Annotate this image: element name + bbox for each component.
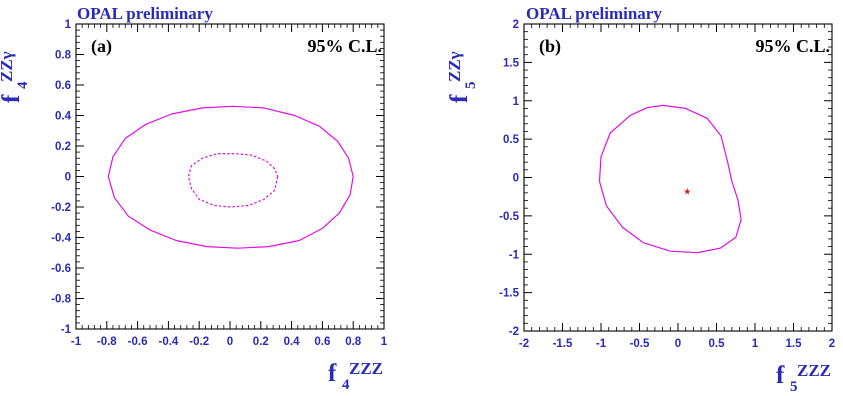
panel-a-ytick-label: 0.6 bbox=[55, 80, 71, 92]
panel-a-xtick-label: 0.4 bbox=[284, 336, 301, 348]
panel-b-xtick-label: 0.5 bbox=[709, 338, 726, 350]
panel-a-xlabel-sub: 4 bbox=[342, 377, 350, 393]
panel-b-ytick-label: -0.5 bbox=[499, 211, 519, 223]
panel-a-ytick-label: 1 bbox=[65, 19, 72, 31]
panel-b-ylabel-sub: 5 bbox=[463, 82, 479, 90]
panel-b-ylabel-sup: ZZγ bbox=[445, 51, 464, 82]
panel-b-ytick-label: 1 bbox=[513, 96, 520, 108]
panel-b-xtick-label: 0 bbox=[675, 338, 681, 350]
panel-a-xtick-label: 0 bbox=[227, 336, 233, 348]
panel-a-xlabel-base: f bbox=[328, 360, 337, 387]
panel-b-ylabel-base: f bbox=[446, 94, 473, 103]
panel-b-xtick-label: -0.5 bbox=[630, 338, 650, 350]
panel-a-ytick-label: 0.2 bbox=[55, 141, 71, 153]
panel-b-xlabel-sup: ZZZ bbox=[797, 361, 831, 380]
panel-a-xtick-label: -1 bbox=[71, 336, 82, 348]
panel-b-ylabel: f 5 ZZγ bbox=[445, 51, 479, 103]
panel-b-header: OPAL preliminary bbox=[526, 4, 662, 23]
panel-a-header: OPAL preliminary bbox=[77, 4, 213, 23]
panel-a-ytick-label: 0.4 bbox=[55, 111, 72, 123]
panel-b-ytick-label: -1.5 bbox=[499, 288, 519, 300]
panel-b-best-fit-star: ★ bbox=[683, 187, 691, 197]
panel-a-ytick-label: 0 bbox=[65, 172, 71, 184]
panel-a-ytick-label: -1 bbox=[61, 324, 72, 336]
panel-b-xtick-label: -1 bbox=[596, 338, 607, 350]
panel-a-ytick-label: -0.4 bbox=[51, 233, 71, 245]
panel-a-ytick-label: -0.6 bbox=[51, 263, 71, 275]
panel-a-ylabel: f 4 ZZγ bbox=[0, 51, 31, 103]
panel-b-confidence-label: 95% C.L. bbox=[755, 36, 830, 56]
panel-b-xlabel: f 5 ZZZ bbox=[776, 361, 831, 395]
panel-a-label: (a) bbox=[91, 36, 112, 57]
panel-b-contour-solid bbox=[598, 104, 742, 254]
panel-a-xlabel-sup: ZZZ bbox=[349, 359, 383, 378]
panel-b-xtick-label: 2 bbox=[829, 338, 835, 350]
panel-a-contour-dashed bbox=[187, 153, 279, 208]
panel-a-ylabel-base: f bbox=[0, 94, 25, 103]
panel-b-xlabel-sub: 5 bbox=[790, 379, 798, 395]
panel-b-xtick-label: 1 bbox=[752, 338, 759, 350]
panel-a-xtick-label: -0.4 bbox=[158, 336, 178, 348]
panel-a: OPAL preliminary (a) 95% C.L. -1 -0.8 -0.6… bbox=[0, 4, 388, 393]
panel-b-xtick-label: 1.5 bbox=[786, 338, 803, 350]
panel-a-xtick-label: 0.8 bbox=[345, 336, 362, 348]
panel-b-frame bbox=[523, 23, 833, 332]
panel-a-xtick-label: -0.2 bbox=[189, 336, 209, 348]
panel-a-xtick-label: -0.8 bbox=[97, 336, 117, 348]
panel-a-xtick-label: 0.2 bbox=[253, 336, 269, 348]
panel-b: OPAL preliminary (b) 95% C.L. -2 -1.5 -1 -0… bbox=[445, 4, 835, 395]
panel-b-xlabel-base: f bbox=[776, 362, 785, 389]
panel-b-ytick-label: 0.5 bbox=[503, 134, 520, 146]
panel-b-ytick-label: 1.5 bbox=[503, 57, 520, 69]
panel-a-xtick-label: 1 bbox=[381, 336, 388, 348]
panel-a-contour-solid bbox=[107, 105, 354, 249]
panel-b-ytick-label: 0 bbox=[513, 173, 519, 185]
panel-a-confidence-label: 95% C.L. bbox=[307, 36, 382, 56]
panel-b-label: (b) bbox=[539, 36, 561, 57]
panel-a-ytick-label: -0.2 bbox=[51, 202, 71, 214]
panel-a-xtick-label: 0.6 bbox=[314, 336, 330, 348]
panel-b-ytick-label: 2 bbox=[513, 19, 519, 31]
panel-a-xtick-label: -0.6 bbox=[128, 336, 148, 348]
panel-a-ylabel-sub: 4 bbox=[15, 81, 31, 89]
panel-b-xtick-label: -1.5 bbox=[553, 338, 573, 350]
panel-b-ytick-label: -2 bbox=[509, 326, 519, 338]
panel-b-ytick-label: -1 bbox=[509, 249, 520, 261]
panel-a-ytick-label: -0.8 bbox=[51, 294, 71, 306]
panel-a-frame bbox=[75, 23, 385, 330]
panel-a-ytick-label: 0.8 bbox=[55, 50, 72, 62]
panel-a-xlabel: f 4 ZZZ bbox=[328, 359, 383, 393]
panel-a-ylabel-sup: ZZγ bbox=[0, 51, 16, 82]
panel-b-xtick-label: -2 bbox=[519, 338, 529, 350]
